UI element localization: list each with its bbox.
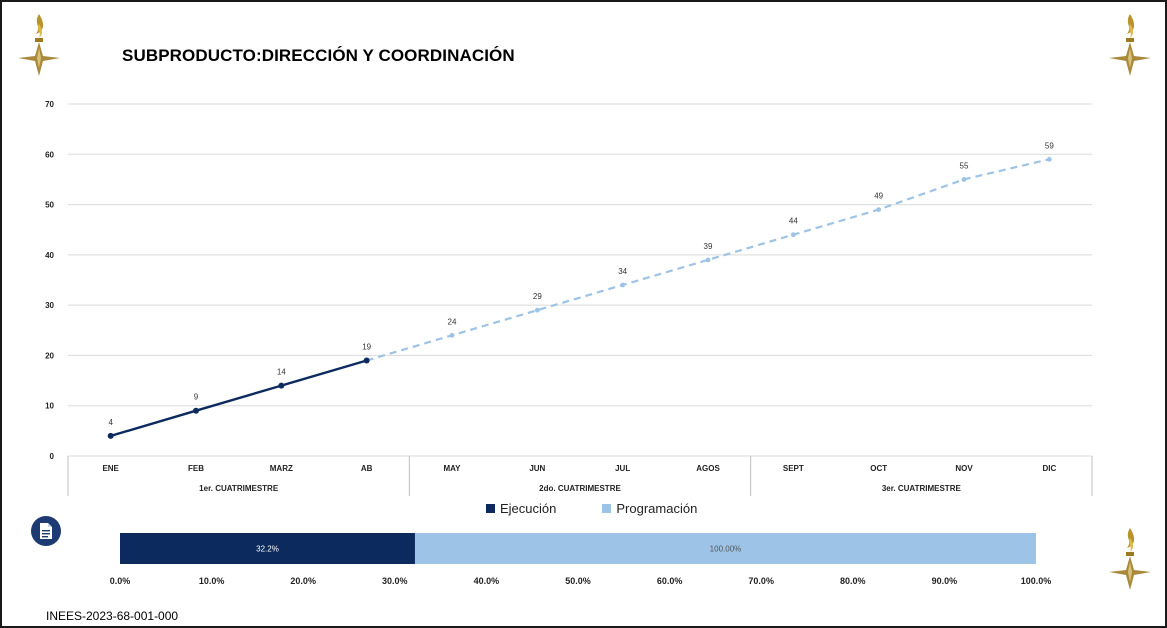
document-code: INEES-2023-68-001-000 (46, 609, 179, 623)
x-tick-label: JUL (615, 464, 630, 473)
bar-x-tick-label: 80.0% (840, 576, 866, 586)
data-point (193, 407, 199, 414)
bar-x-tick-label: 20.0% (290, 576, 316, 586)
bar-ejecucion (120, 533, 415, 564)
data-label: 24 (448, 317, 457, 326)
document-icon[interactable] (31, 516, 61, 546)
data-label: 49 (874, 192, 883, 201)
legend-item-programacion: Programación (602, 501, 697, 516)
x-tick-label: SEPT (783, 464, 804, 473)
data-label: 55 (960, 161, 969, 170)
bar-x-tick-label: 0.0% (110, 576, 131, 586)
data-point (961, 177, 967, 182)
x-tick-label: NOV (955, 464, 973, 473)
legend-label-programacion: Programación (616, 501, 698, 516)
x-tick-label: MAY (443, 464, 461, 473)
data-label: 14 (277, 368, 286, 377)
y-tick-label: 50 (45, 201, 54, 210)
legend-swatch-ejecucion (486, 504, 495, 513)
data-label: 39 (704, 242, 713, 251)
x-tick-label: OCT (870, 464, 887, 473)
series-line-programacion (366, 158, 1050, 362)
legend-item-ejecucion: Ejecución (486, 501, 556, 516)
bar-x-tick-label: 10.0% (199, 576, 225, 586)
series-line-ejecucion (110, 359, 368, 438)
data-label: 34 (618, 267, 627, 276)
y-tick-label: 40 (45, 251, 54, 260)
x-group-label: 2do. CUATRIMESTRE (539, 484, 621, 493)
data-point (705, 257, 711, 263)
bar-x-tick-label: 90.0% (932, 576, 958, 586)
legend-swatch-programacion (602, 504, 612, 513)
data-label: 9 (194, 393, 199, 402)
x-tick-label: AB (361, 464, 373, 473)
data-point (534, 307, 540, 313)
x-tick-label: AGOS (696, 464, 720, 473)
data-label: 59 (1045, 141, 1054, 150)
bar-x-tick-label: 40.0% (474, 576, 500, 586)
data-point (278, 382, 285, 389)
bar-label-programacion: 100.00% (710, 545, 742, 554)
data-point (620, 282, 626, 288)
bar-x-tick-label: 30.0% (382, 576, 408, 586)
y-tick-label: 30 (45, 301, 54, 310)
data-point (449, 332, 455, 338)
y-tick-label: 70 (45, 100, 54, 109)
x-group-label: 3er. CUATRIMESTRE (882, 484, 962, 493)
chart-title: SUBPRODUCTO:DIRECCIÓN Y COORDINACIÓN (122, 46, 515, 65)
y-tick-label: 0 (50, 452, 55, 461)
y-tick-label: 20 (45, 351, 54, 360)
data-label: 4 (108, 418, 113, 427)
x-tick-label: FEB (188, 464, 204, 473)
emblem-icon (1109, 528, 1151, 590)
data-point (790, 232, 796, 238)
chart-legend: Ejecución Programación (486, 501, 697, 516)
bar-x-tick-label: 60.0% (657, 576, 683, 586)
x-tick-label: ENE (102, 464, 119, 473)
data-point (876, 207, 882, 213)
x-tick-label: DIC (1042, 464, 1056, 473)
y-tick-label: 60 (45, 150, 54, 159)
emblem-icon (18, 14, 60, 76)
bar-x-tick-label: 50.0% (565, 576, 591, 586)
data-label: 19 (362, 342, 371, 351)
x-tick-label: JUN (529, 464, 545, 473)
legend-label-ejecucion: Ejecución (500, 501, 557, 516)
data-point (107, 432, 114, 439)
data-point (363, 357, 370, 364)
data-label: 44 (789, 217, 798, 226)
emblem-icon (1109, 14, 1151, 76)
x-tick-label: MARZ (270, 464, 293, 473)
bar-x-tick-label: 100.0% (1021, 576, 1052, 586)
data-label: 29 (533, 292, 542, 301)
bar-label-ejecucion: 32.2% (256, 545, 279, 554)
data-point (1046, 156, 1052, 162)
x-group-label: 1er. CUATRIMESTRE (199, 484, 279, 493)
y-tick-label: 10 (45, 402, 54, 411)
bar-x-tick-label: 70.0% (748, 576, 774, 586)
